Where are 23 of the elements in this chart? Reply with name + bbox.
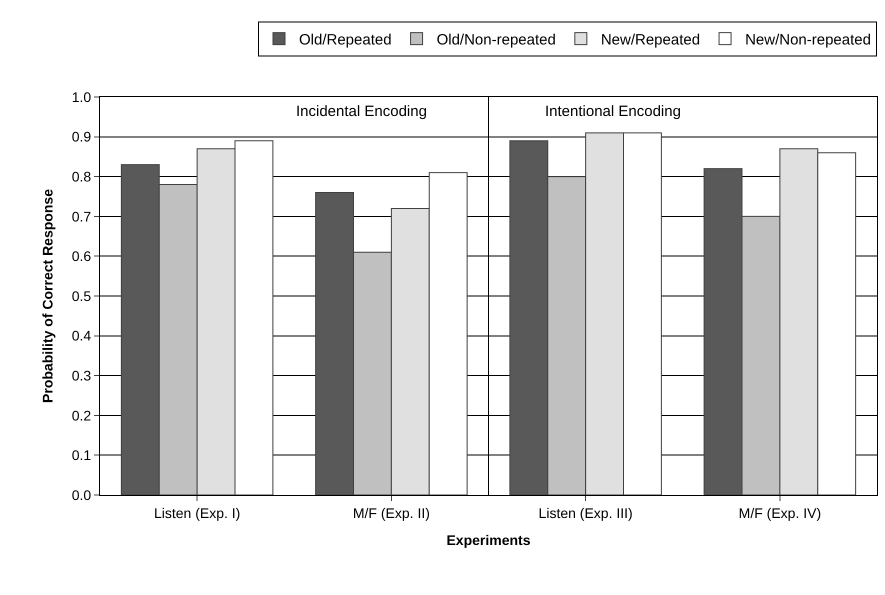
y-tick-label: 0.9 — [72, 128, 92, 145]
x-tick-label: M/F (Exp. IV) — [738, 504, 822, 521]
y-tick-label: 1.0 — [72, 88, 92, 105]
legend-label: Old/Repeated — [299, 31, 392, 48]
annotation: Intentional Encoding — [545, 103, 681, 120]
y-axis-title: Probability of Correct Response — [39, 188, 56, 403]
y-tick-label: 0.8 — [72, 168, 92, 184]
legend-label: New/Repeated — [600, 31, 700, 48]
y-tick-label: 0.2 — [72, 407, 92, 424]
x-tick-label: Listen (Exp. I) — [154, 504, 240, 521]
y-tick-label: 0.5 — [72, 288, 92, 304]
annotation: Incidental Encoding — [296, 103, 427, 120]
y-tick-label: 0.7 — [72, 208, 92, 224]
y-tick-label: 0.1 — [72, 447, 92, 464]
y-tick-label: 0.4 — [72, 328, 92, 344]
y-tick-label: 0.6 — [72, 248, 92, 264]
x-axis-title: Experiments — [446, 532, 531, 548]
x-tick-label: M/F (Exp. II) — [352, 504, 430, 521]
y-tick-label: 0.3 — [72, 368, 92, 384]
x-tick-label: Listen (Exp. III) — [538, 504, 633, 521]
legend-label: Old/Non-repeated — [436, 31, 556, 48]
y-tick-label: 0.0 — [72, 486, 92, 503]
legend-label: New/Non-repeated — [745, 31, 871, 48]
